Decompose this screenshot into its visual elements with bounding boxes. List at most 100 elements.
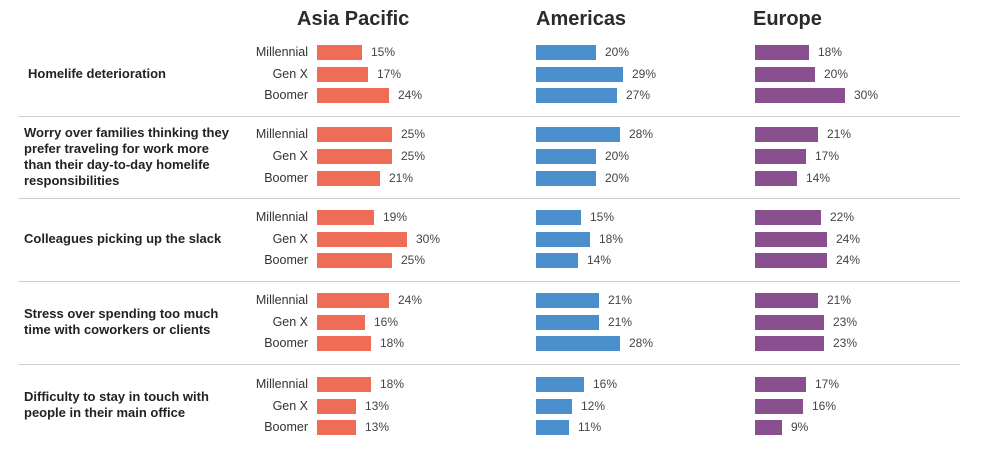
generation-label: Boomer: [264, 336, 308, 350]
bar: [317, 44, 362, 60]
value-label: 24%: [398, 88, 423, 102]
bar: [755, 231, 827, 247]
bar: [755, 398, 803, 414]
bar: [755, 292, 818, 308]
bar: [536, 231, 590, 247]
value-label: 28%: [629, 336, 654, 350]
bar: [317, 66, 368, 82]
bar: [755, 252, 827, 268]
value-label: 9%: [791, 420, 809, 434]
bar: [755, 209, 821, 225]
value-label: 18%: [599, 232, 624, 246]
generation-label: Gen X: [272, 232, 308, 246]
generation-label: Millennial: [255, 45, 308, 59]
value-label: 24%: [836, 232, 861, 246]
bar: [536, 252, 578, 268]
bar: [536, 170, 596, 186]
bar: [317, 419, 356, 435]
bar: [755, 419, 782, 435]
value-label: 23%: [833, 315, 858, 329]
bar: [317, 126, 392, 142]
bar: [317, 292, 389, 308]
value-label: 21%: [389, 171, 414, 185]
value-label: 30%: [416, 232, 441, 246]
bar: [317, 209, 374, 225]
bar: [317, 376, 371, 392]
value-label: 15%: [371, 45, 396, 59]
generation-label: Gen X: [272, 67, 308, 81]
generation-label: Boomer: [264, 171, 308, 185]
value-label: 22%: [830, 210, 855, 224]
generation-label: Millennial: [255, 377, 308, 391]
generation-label: Boomer: [264, 88, 308, 102]
bar: [536, 314, 599, 330]
value-label: 25%: [401, 127, 426, 141]
value-label: 21%: [827, 293, 852, 307]
bar: [536, 335, 620, 351]
bar: [536, 376, 584, 392]
value-label: 15%: [590, 210, 615, 224]
bar: [317, 87, 389, 103]
bar: [536, 209, 581, 225]
value-label: 16%: [812, 399, 837, 413]
value-label: 29%: [632, 67, 657, 81]
bar: [536, 148, 596, 164]
bar: [755, 314, 824, 330]
value-label: 11%: [578, 420, 602, 434]
value-label: 16%: [374, 315, 399, 329]
value-label: 19%: [383, 210, 408, 224]
value-label: 30%: [854, 88, 879, 102]
generation-label: Millennial: [255, 210, 308, 224]
category-label: Stress over spending too much time with …: [24, 306, 219, 337]
value-label: 17%: [377, 67, 402, 81]
value-label: 17%: [815, 377, 840, 391]
value-label: 25%: [401, 253, 426, 267]
value-label: 20%: [605, 171, 630, 185]
value-label: 20%: [824, 67, 849, 81]
generation-label: Boomer: [264, 253, 308, 267]
region-title-0: Asia Pacific: [297, 8, 410, 30]
bar: [317, 148, 392, 164]
value-label: 23%: [833, 336, 858, 350]
generation-label: Millennial: [255, 127, 308, 141]
bar: [317, 252, 392, 268]
category-label: Colleagues picking up the slack: [24, 231, 222, 246]
bar: [755, 335, 824, 351]
bar: [755, 44, 809, 60]
category-label: Worry over families thinking they prefer…: [24, 125, 229, 188]
bar: [317, 314, 365, 330]
bar: [536, 87, 617, 103]
value-label: 21%: [827, 127, 852, 141]
bar: [536, 292, 599, 308]
generation-label: Gen X: [272, 315, 308, 329]
bar: [536, 419, 569, 435]
generation-label: Boomer: [264, 420, 308, 434]
value-label: 13%: [365, 420, 390, 434]
bar: [317, 335, 371, 351]
bar: [317, 170, 380, 186]
bar: [755, 66, 815, 82]
value-label: 25%: [401, 149, 426, 163]
value-label: 13%: [365, 399, 390, 413]
bar: [317, 398, 356, 414]
value-label: 21%: [608, 293, 633, 307]
bar: [536, 126, 620, 142]
bar: [755, 376, 806, 392]
bar: [755, 148, 806, 164]
value-label: 28%: [629, 127, 654, 141]
generation-label: Gen X: [272, 399, 308, 413]
bar: [536, 44, 596, 60]
bar: [755, 87, 845, 103]
value-label: 17%: [815, 149, 840, 163]
bar: [755, 170, 797, 186]
value-label: 21%: [608, 315, 633, 329]
bar: [755, 126, 818, 142]
region-title-1: Americas: [536, 8, 627, 30]
region-title-2: Europe: [753, 8, 822, 30]
bar: [536, 398, 572, 414]
generation-label: Millennial: [255, 293, 308, 307]
category-label: Homelife deterioration: [28, 66, 166, 81]
value-label: 18%: [380, 377, 405, 391]
